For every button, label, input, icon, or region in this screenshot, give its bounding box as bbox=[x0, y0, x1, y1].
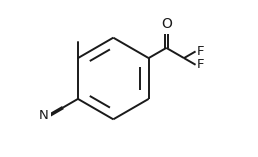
Text: F: F bbox=[196, 45, 204, 58]
Text: N: N bbox=[39, 109, 49, 122]
Text: O: O bbox=[161, 17, 172, 31]
Text: F: F bbox=[196, 58, 204, 71]
